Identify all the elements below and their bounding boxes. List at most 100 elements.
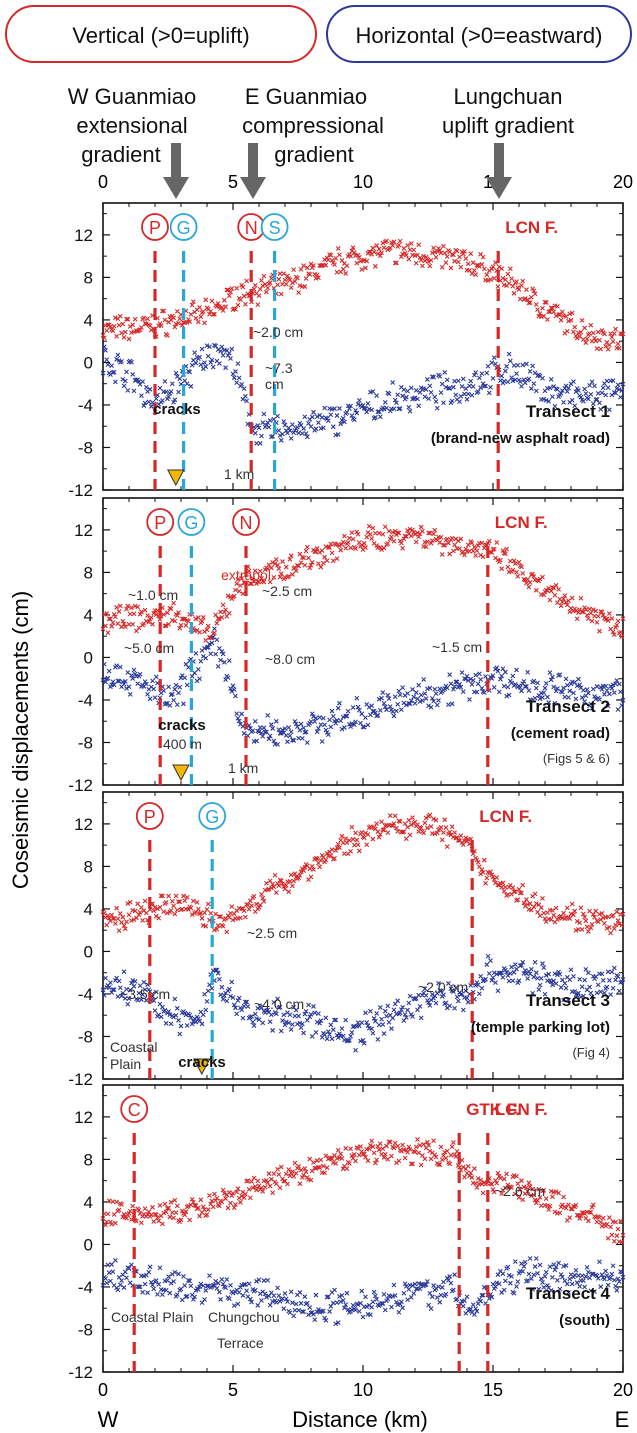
vertical-series-point <box>407 832 413 838</box>
transect-title: Transect 1 <box>526 402 610 421</box>
horizontal-series-point <box>475 389 481 394</box>
horizontal-series-point <box>193 650 199 656</box>
vertical-series-point <box>348 545 354 551</box>
vertical-series-point <box>322 554 328 560</box>
vertical-series-point <box>214 926 220 932</box>
horizontal-series-point <box>576 990 581 996</box>
vertical-series-point <box>162 317 168 323</box>
y-tick-label: 12 <box>74 521 93 540</box>
vertical-series-point <box>359 267 365 272</box>
vertical-series-point <box>311 263 316 268</box>
horizontal-series-point <box>296 1013 302 1019</box>
panel-annotation: ~8.0 cm <box>265 651 315 667</box>
transect-title: Transect 3 <box>526 991 610 1010</box>
vertical-series-point <box>410 815 415 820</box>
vertical-series-point <box>199 618 205 624</box>
horizontal-series-point <box>270 433 276 439</box>
horizontal-series-point <box>346 1037 352 1043</box>
horizontal-series-point <box>519 962 524 968</box>
horizontal-series-point <box>552 971 558 976</box>
vertical-series-point <box>472 268 477 273</box>
horizontal-series-point <box>519 383 524 389</box>
vertical-series-point <box>595 613 601 619</box>
horizontal-series-point <box>467 383 472 389</box>
horizontal-series-point <box>216 361 222 366</box>
vertical-series-point <box>131 329 137 335</box>
y-tick-label: 12 <box>74 1108 93 1127</box>
horizontal-series-point <box>330 1027 336 1033</box>
vertical-series-point <box>294 275 300 281</box>
vertical-series-point <box>526 584 532 590</box>
vertical-series-point <box>142 321 148 326</box>
horizontal-series-point <box>450 989 456 995</box>
horizontal-series-point <box>161 688 167 694</box>
horizontal-series-point <box>448 681 454 687</box>
horizontal-series-point <box>334 413 340 418</box>
horizontal-series-point <box>426 703 432 709</box>
vertical-series-point <box>385 541 391 546</box>
vertical-series-point <box>377 253 383 259</box>
vertical-series-point <box>291 878 297 884</box>
vertical-series-point <box>193 616 199 622</box>
vertical-series-point <box>356 848 362 854</box>
vertical-series-point <box>389 534 394 540</box>
panel-annotation: ~2.0 cm <box>253 324 303 340</box>
horizontal-series-point <box>572 679 578 685</box>
vertical-series-point <box>433 254 439 260</box>
vertical-series-point <box>615 918 621 923</box>
vertical-series-point <box>505 892 511 897</box>
horizontal-series-point <box>119 993 124 999</box>
vertical-series-point <box>379 819 384 825</box>
vertical-series-point <box>178 622 184 628</box>
vertical-series-point <box>177 625 183 631</box>
horizontal-series-point <box>344 713 350 719</box>
horizontal-series-point <box>360 1037 366 1043</box>
horizontal-series-point <box>453 392 459 398</box>
horizontal-series-point <box>407 408 413 414</box>
vertical-series-point <box>356 254 362 260</box>
vertical-series-point <box>226 293 232 299</box>
vertical-series-point <box>282 277 288 283</box>
transect-title: Transect 2 <box>526 697 610 716</box>
horizontal-series-point <box>322 405 328 411</box>
horizontal-series-point <box>257 440 263 446</box>
vertical-series-point <box>437 248 443 253</box>
horizontal-series-point <box>407 701 413 707</box>
horizontal-series-point <box>550 394 555 400</box>
horizontal-series-point <box>337 700 342 706</box>
horizontal-series-point <box>202 360 207 366</box>
horizontal-series-point <box>177 376 183 382</box>
vertical-series-point <box>574 918 580 924</box>
horizontal-series-point <box>285 739 290 745</box>
panel-annotation: cracks <box>158 717 206 734</box>
vertical-series-point <box>172 618 178 624</box>
horizontal-series-point <box>105 675 111 681</box>
horizontal-series-point <box>322 1032 328 1037</box>
horizontal-series-point <box>473 672 479 678</box>
vertical-series-point <box>288 872 294 878</box>
vertical-series-point <box>283 564 289 570</box>
horizontal-series-point <box>605 969 611 975</box>
vertical-series-point <box>511 889 517 895</box>
horizontal-series-point <box>594 990 600 996</box>
horizontal-series-point <box>483 976 488 982</box>
vertical-series-point <box>613 326 618 332</box>
vertical-series-point <box>268 885 274 891</box>
horizontal-series-point <box>280 1018 285 1023</box>
horizontal-series-point <box>382 399 388 405</box>
vertical-series-point <box>353 546 358 551</box>
horizontal-series-point <box>460 1007 466 1013</box>
horizontal-series-point <box>424 377 430 382</box>
horizontal-series-point <box>390 709 396 715</box>
panel-annotation: ~3.5 cm <box>120 986 170 1002</box>
horizontal-series-point <box>130 977 136 983</box>
horizontal-series-point <box>558 985 564 990</box>
horizontal-series-point <box>597 697 602 702</box>
horizontal-series-point <box>510 378 516 384</box>
vertical-series-point <box>186 618 191 624</box>
horizontal-series-point <box>111 987 117 993</box>
horizontal-series-point <box>460 689 466 694</box>
vertical-series-point <box>127 611 133 617</box>
vertical-series-point <box>156 915 162 921</box>
vertical-series-point <box>339 542 345 547</box>
